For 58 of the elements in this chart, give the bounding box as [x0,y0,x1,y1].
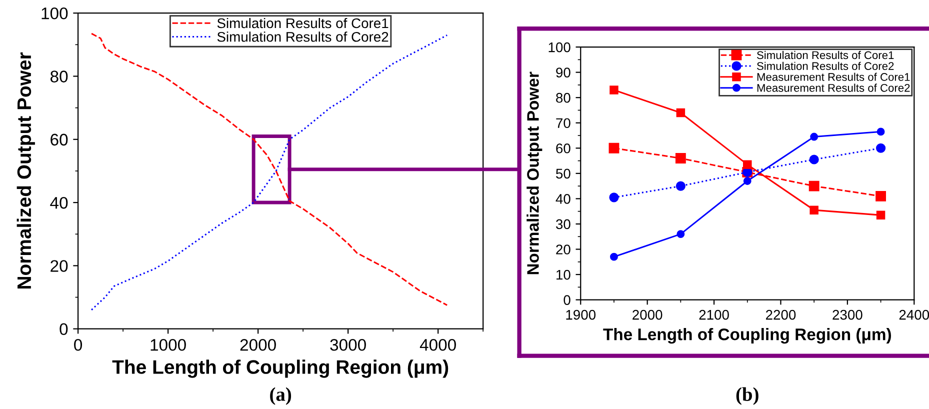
x-axis-title: The Length of Coupling Region (μm) [112,360,448,378]
point [610,252,618,261]
x-axis-title: The Length of Coupling Region (μm) [603,328,891,344]
x-tick-label: 2300 [832,310,862,320]
y-tick-label: 70 [556,118,570,128]
point [675,153,686,164]
y-tick-label: 40 [556,194,570,204]
y-tick-label: 80 [50,70,68,82]
x-tick-label: 1900 [566,310,596,320]
point [876,190,886,202]
x-tick-label: 0 [74,339,82,351]
legend-label: Simulation Results of Core1 [756,50,894,60]
x-tick-label: 1000 [150,339,186,351]
x-tick-label: 4000 [420,339,456,351]
point [676,181,686,191]
x-tick-label: 2400 [899,310,929,320]
point [610,86,618,94]
y-tick-label: 100 [42,7,68,20]
y-axis-title: Normalized Output Power [16,52,35,288]
legend-label: Simulation Results of Core1 [217,18,388,28]
point [676,108,686,118]
y-tick-label: 10 [556,270,570,280]
point [743,177,752,185]
x-tick-label: 2000 [240,339,276,351]
x-tick-label: 2200 [766,310,796,320]
x-tick-label: 2100 [699,310,729,320]
legend-label: Simulation Results of Core2 [217,32,388,42]
legend-label: Simulation Results of Core2 [756,62,894,70]
y-tick-label: 60 [50,134,68,146]
y-tick-label: 80 [556,92,570,103]
y-tick-label: 30 [556,219,570,230]
point [810,206,818,214]
y-tick-label: 0 [60,323,68,336]
legend-label: Measurement Results of Core2 [757,84,910,92]
y-tick-label: 40 [50,196,68,209]
point [809,154,819,164]
legend-label: Measurement Results of Core1 [757,72,910,81]
text: (b) [736,387,758,405]
point [743,160,752,169]
x-tick-label: 3000 [330,339,366,351]
point [608,142,620,154]
point [876,128,885,136]
point [609,192,619,202]
text: (a) [270,387,292,405]
y-tick-label: 100 [548,42,570,52]
y-axis-title: Normalized Output Power [526,72,542,274]
y-tick-label: 0 [564,295,570,305]
x-tick-label: 2000 [632,310,662,320]
point [808,180,820,192]
point [876,143,886,153]
point [676,230,685,238]
y-tick-label: 20 [556,244,570,254]
y-tick-label: 90 [556,68,570,78]
point [810,132,818,141]
point [876,210,886,220]
y-tick-label: 60 [556,143,570,154]
y-tick-label: 20 [50,260,68,272]
y-tick-label: 50 [556,168,570,179]
